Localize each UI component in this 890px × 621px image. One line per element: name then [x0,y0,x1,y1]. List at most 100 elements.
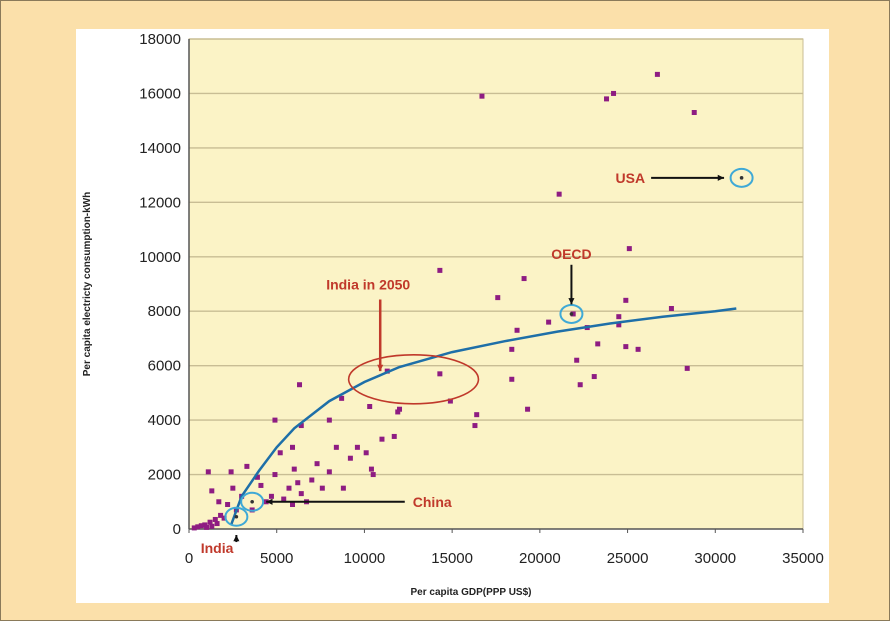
data-point [191,525,197,531]
data-point [472,423,478,429]
data-point [290,502,296,507]
data-point [268,493,274,499]
china-highlight-dot [250,499,254,504]
china-label: China [413,494,452,510]
data-point [367,404,373,409]
data-point [207,519,213,525]
oecd-highlight-dot [569,312,574,316]
data-point [258,482,264,488]
oecd-label: OECD [551,246,591,262]
usa-highlight-circle [729,167,754,188]
x-tick-label: 25000 [607,550,649,567]
data-point [291,466,297,472]
data-point [591,374,597,380]
data-point [314,461,320,467]
data-point [298,491,304,497]
data-point [326,417,332,423]
data-point [218,512,224,518]
data-point [626,246,632,252]
data-point [214,521,220,527]
china-highlight-circle [240,491,265,512]
data-point [339,395,345,401]
plot-background [188,38,804,530]
data-point [340,485,346,491]
y-tick-label: 16000 [139,85,181,102]
data-point [244,463,250,469]
data-point [205,469,211,475]
x-tick-label: 5000 [260,550,293,567]
data-point [437,267,443,273]
usa-arrow-head [717,174,725,181]
data-point [228,469,234,475]
india-in-2050-label: India in 2050 [326,276,410,292]
data-point [574,357,580,363]
data-point [281,496,287,502]
data-point [297,382,303,388]
india-in-2050-arrow-head [377,364,384,372]
y-tick-label: 12000 [139,194,181,211]
x-tick-label: 15000 [431,550,473,567]
data-point [684,365,690,371]
india-label: India [201,540,234,556]
y-tick-label: 2000 [148,467,181,484]
x-axis-title: Per capita GDP(PPP US$) [411,587,532,598]
scatter-chart: 0 2000 4000 6000 8000 10000 12000 14000 16000 180… [82,31,824,598]
gridlines [188,38,804,533]
data-point [479,93,485,99]
data-point [437,371,443,377]
data-point [212,516,218,522]
data-point [298,423,304,429]
y-tick-label: 14000 [139,140,181,157]
data-point [354,444,360,450]
y-tick-labels: 0 2000 4000 6000 8000 10000 12000 14000 16000 180… [139,31,181,538]
data-point [668,306,674,311]
x-tick-labels: 0 5000 10000 15000 20000 25000 30000 35000 [185,550,824,567]
y-axis-title: Per capita electricty consumption-kWh [82,192,93,377]
data-point [209,523,215,529]
data-point [397,406,403,412]
data-point [546,319,552,325]
data-point [230,485,236,491]
data-point [221,515,227,521]
data-point [556,191,562,197]
data-point [272,472,278,478]
data-point [495,295,501,301]
x-tick-label: 10000 [344,550,386,567]
data-point [277,450,283,456]
data-point [604,96,610,102]
data-point [623,344,629,350]
data-point [309,477,315,483]
trend-line [229,307,737,526]
data-point [509,346,515,352]
y-tick-label: 18000 [139,31,181,48]
data-point [379,436,385,442]
data-point [514,327,520,333]
y-tick-label: 8000 [148,303,181,320]
annotations: USA OECD China India India in 2050 [201,170,725,556]
x-tick-label: 0 [185,550,193,567]
data-points [191,71,697,531]
data-point [611,90,617,96]
chart-card: 0 2000 4000 6000 8000 10000 12000 14000 16000 180… [76,29,829,603]
data-point [474,412,480,418]
data-point [623,297,629,303]
data-point [521,276,527,282]
y-tick-label: 4000 [148,412,181,429]
x-tick-label: 30000 [694,550,736,567]
data-point [198,523,204,529]
data-point [577,382,583,388]
data-point [363,450,369,456]
y-tick-label: 0 [173,521,181,538]
x-tick-label: 20000 [519,550,561,567]
data-point [391,433,397,439]
data-point [319,485,325,491]
data-point [616,314,622,320]
data-point [595,341,601,347]
data-point [195,524,201,530]
data-point [447,398,453,404]
data-point [525,406,531,412]
china-arrow-head [266,498,273,505]
highlight-markers [224,167,754,527]
india-2050-ellipse [347,353,480,405]
